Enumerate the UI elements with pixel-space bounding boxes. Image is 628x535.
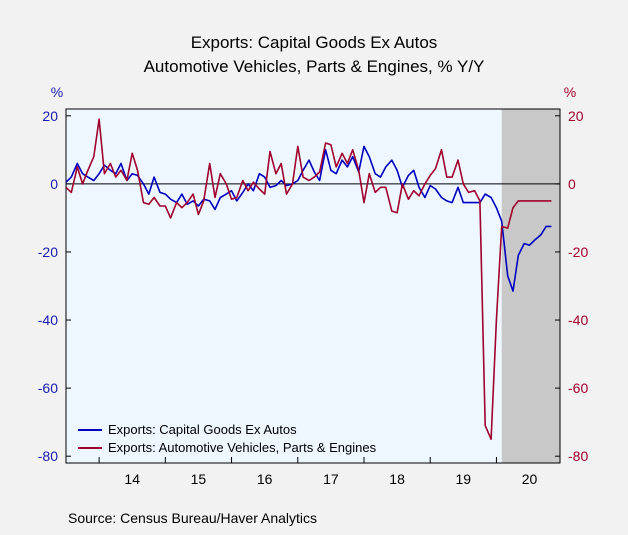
series-line-automotive <box>65 118 552 441</box>
left-axis-unit: % <box>51 84 63 100</box>
y-axis-ticks: 20 20 0 0 -20 -20 -40 -40 -60 -60 -80 -80 <box>38 108 589 464</box>
y-tick-label-left: 0 <box>50 176 58 192</box>
x-axis-ticks: 14 15 16 17 18 19 20 <box>98 457 538 487</box>
x-tick-label: 18 <box>389 471 405 487</box>
y-tick-label-right: -40 <box>568 312 588 328</box>
y-tick-label-left: -20 <box>38 244 58 260</box>
series-line-capital-goods <box>65 145 552 292</box>
legend-label-automotive: Exports: Automotive Vehicles, Parts & En… <box>108 440 377 455</box>
y-tick-label-right: -20 <box>568 244 588 260</box>
y-tick-label-left: 20 <box>42 108 58 124</box>
plot-frame <box>65 108 561 464</box>
series-lines <box>65 118 552 441</box>
y-tick-label-right: 20 <box>568 108 584 124</box>
right-axis-unit: % <box>564 84 576 100</box>
chart-title-line-2: Automotive Vehicles, Parts & Engines, % … <box>144 57 485 76</box>
y-tick-label-right: 0 <box>568 176 576 192</box>
y-tick-label-left: -60 <box>38 380 58 396</box>
y-tick-label-right: -80 <box>568 448 588 464</box>
legend: Exports: Capital Goods Ex Autos Exports:… <box>78 422 377 455</box>
x-tick-label: 16 <box>257 471 273 487</box>
source-note: Source: Census Bureau/Haver Analytics <box>68 510 317 526</box>
legend-label-capital-goods: Exports: Capital Goods Ex Autos <box>108 422 297 437</box>
x-tick-label: 14 <box>124 471 140 487</box>
y-tick-label-left: -40 <box>38 312 58 328</box>
x-tick-label: 20 <box>522 471 538 487</box>
chart-title-line-1: Exports: Capital Goods Ex Autos <box>191 33 438 52</box>
x-tick-label: 17 <box>323 471 339 487</box>
x-tick-label: 19 <box>456 471 472 487</box>
plot-area <box>65 108 561 464</box>
x-tick-label: 15 <box>191 471 207 487</box>
plot-background <box>66 109 560 463</box>
y-tick-label-right: -60 <box>568 380 588 396</box>
y-tick-label-left: -80 <box>38 448 58 464</box>
